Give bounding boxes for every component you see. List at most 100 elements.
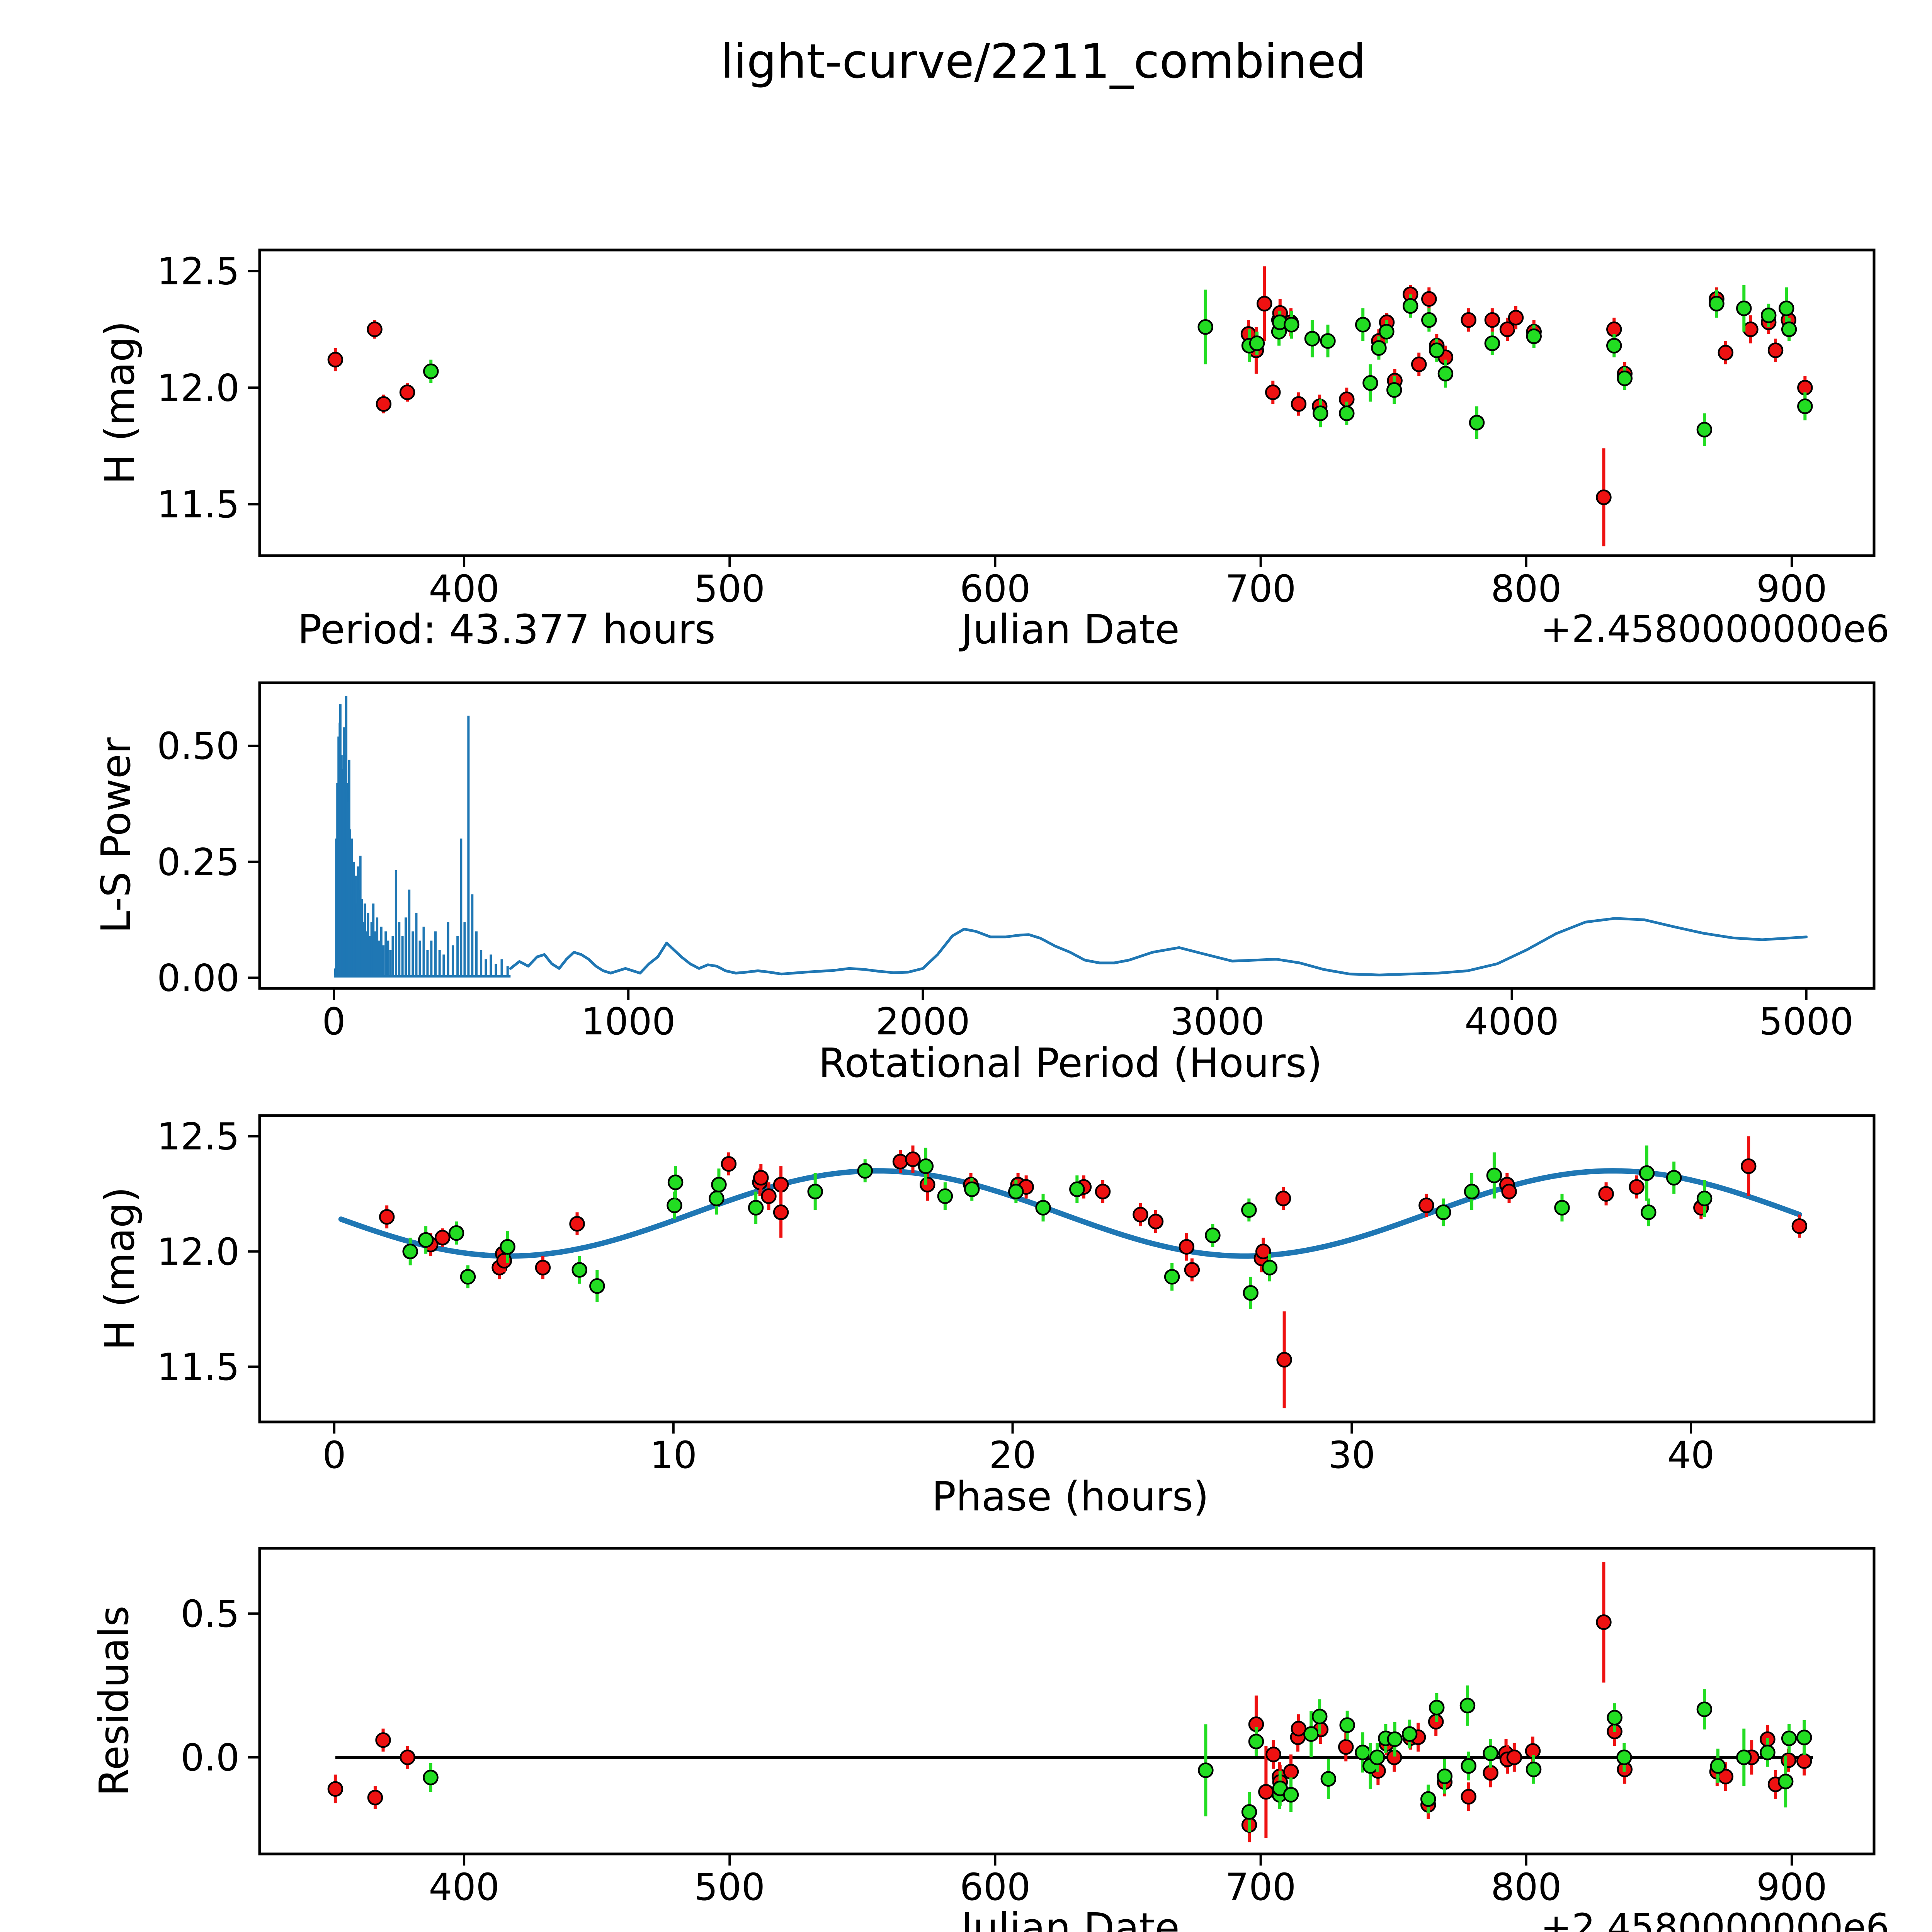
x-tick-label: 800 [1491,567,1561,611]
red-data-point [1508,310,1524,326]
red-data-point [1265,1747,1281,1762]
green-data-point [711,1177,727,1193]
x-tick-label: 3000 [1170,1000,1264,1043]
panel1-yaxis-label: H (mag) [96,321,143,485]
x-tick-label: 2000 [876,1000,970,1043]
y-tick-label: 0.0 [180,1736,240,1779]
green-data-point [1339,1717,1355,1733]
green-data-point [1526,328,1542,344]
red-data-point [753,1170,769,1186]
y-tick-label: 0.50 [157,724,240,768]
x-tick-label: 10 [650,1434,697,1477]
red-data-point [1338,1739,1354,1755]
green-data-point [1355,316,1371,333]
green-data-point [1339,405,1355,421]
green-data-point [1355,1745,1371,1760]
y-tick-label: 0.25 [157,840,240,884]
red-data-point [1276,1352,1292,1368]
green-data-point [1262,1260,1278,1276]
green-data-point [1797,398,1813,414]
panel1-xaxis-label: Julian Date [961,606,1180,653]
red-data-point [376,396,392,412]
green-data-point [1421,312,1437,328]
red-data-point [1596,489,1612,505]
green-data-point [571,1262,587,1278]
green-data-point [418,1232,434,1248]
red-data-point [1184,1262,1200,1278]
y-tick-label: 11.5 [157,1345,240,1389]
green-data-point [1437,366,1454,382]
x-tick-label: 500 [694,1866,765,1909]
panel4-yaxis-label: Residuals [90,1605,138,1796]
x-tick-label: 600 [960,567,1031,611]
x-tick-label: 600 [960,1866,1031,1909]
panel4-axis-offset: +2.4580000000e6 [1541,1906,1889,1932]
red-data-point [1484,312,1500,328]
green-data-point [1312,405,1328,421]
red-data-point [327,1781,344,1797]
panel3-yaxis-label: H (mag) [96,1187,143,1350]
green-data-point [1641,1204,1656,1220]
red-data-point [1506,1749,1522,1765]
red-data-point [1743,321,1759,337]
green-data-point [1197,319,1213,335]
x-tick-label: 900 [1756,1866,1827,1909]
green-data-point [1164,1269,1180,1285]
red-data-point [1740,1158,1757,1174]
x-tick-label: 500 [694,567,765,611]
green-data-point [460,1269,476,1285]
green-data-point [1617,370,1633,386]
green-data-point [1371,340,1387,356]
panel1-axis-offset: +2.4580000000e6 [1541,607,1889,651]
green-data-point [1736,300,1752,316]
panel-2-axes: 0 1000 2000 3000 4000 5000 0.50 0.25 0.00 [157,681,1876,1043]
y-tick-label: 12.0 [157,366,240,410]
green-data-point [1035,1200,1051,1216]
green-data-point [1303,1726,1319,1742]
x-tick-label: 5000 [1759,1000,1854,1043]
y-tick-label: 12.5 [157,1115,240,1158]
green-data-point [1437,1768,1453,1784]
green-data-point [1435,1204,1451,1220]
green-data-point [423,1769,439,1786]
red-data-point [1291,396,1307,412]
red-data-point [1461,312,1476,328]
green-data-point [1459,1697,1476,1714]
red-data-point [379,1209,395,1225]
green-data-point [1554,1200,1570,1216]
green-data-point [1008,1184,1024,1200]
panel-1-axes: 400 500 600 700 800 900 12.5 12.0 11.5 [157,248,1876,611]
green-data-point [1369,1749,1385,1765]
green-data-point [1379,324,1395,340]
red-data-point [367,321,383,337]
red-data-point [1796,1753,1812,1769]
green-data-point [964,1181,980,1197]
green-data-point [1464,1184,1480,1200]
green-data-point [1402,298,1418,314]
x-tick-label: 1000 [581,1000,675,1043]
green-data-point [1486,1167,1502,1184]
x-tick-label: 800 [1491,1866,1561,1909]
red-data-point [1767,342,1784,358]
green-data-point [857,1163,873,1179]
red-data-point [367,1789,383,1806]
green-data-point [1461,1758,1476,1774]
red-data-point [1461,1789,1476,1805]
green-data-point [1469,415,1485,431]
x-tick-label: 0 [323,1434,346,1477]
panel-3-axes: 0 10 20 30 40 12.5 12.0 11.5 [157,1114,1876,1477]
y-tick-label: 11.5 [157,483,240,526]
green-data-point [448,1225,464,1241]
green-data-point [1696,1701,1713,1717]
green-data-point [1709,296,1725,312]
green-data-point [807,1184,823,1200]
period-annotation: Period: 43.377 hours [298,606,716,653]
red-data-point [1265,384,1281,400]
green-data-point [1249,335,1265,351]
red-data-point [375,1732,391,1748]
green-data-point [1241,1804,1257,1820]
red-data-point [1257,296,1272,312]
red-data-point [721,1156,737,1172]
red-data-point [1629,1179,1645,1195]
